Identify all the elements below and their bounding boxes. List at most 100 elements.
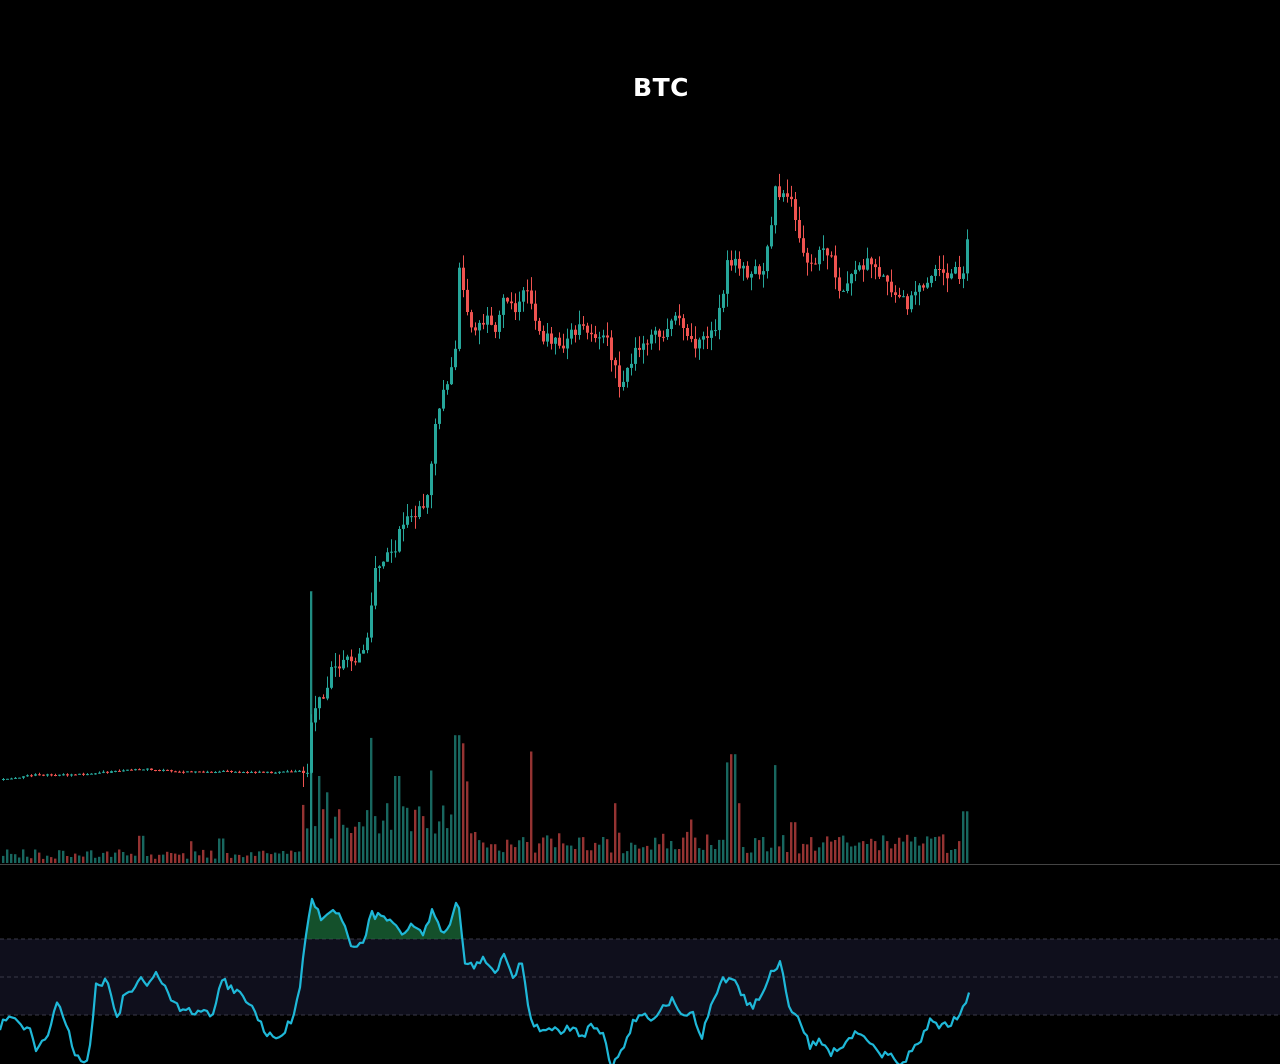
volume-bar bbox=[26, 856, 29, 863]
candle-body bbox=[346, 656, 349, 660]
candle-body bbox=[54, 775, 57, 776]
volume-bar bbox=[910, 841, 913, 863]
volume-bar bbox=[86, 851, 89, 863]
volume-bar bbox=[322, 809, 325, 863]
candle-body bbox=[906, 296, 909, 310]
volume-bar bbox=[626, 851, 629, 863]
candles bbox=[2, 173, 969, 787]
candle-body bbox=[730, 260, 733, 266]
volume-bar bbox=[286, 853, 289, 863]
volume-bar bbox=[546, 835, 549, 863]
volume-bar bbox=[890, 848, 893, 863]
candle-body bbox=[50, 774, 53, 776]
volume-bar bbox=[66, 856, 69, 863]
volume-bar bbox=[314, 826, 317, 863]
rsi-overbought-fill bbox=[366, 902, 462, 939]
candle-body bbox=[770, 225, 773, 247]
volume-bar bbox=[38, 852, 41, 863]
volume-bar bbox=[534, 852, 537, 863]
candle-body bbox=[382, 561, 385, 567]
candle-body bbox=[490, 315, 493, 325]
candle-body bbox=[686, 328, 689, 336]
volume-bar bbox=[354, 826, 357, 863]
candle-body bbox=[542, 331, 545, 342]
volume-bar bbox=[330, 838, 333, 863]
volume-bar bbox=[266, 853, 269, 863]
volume-bar bbox=[202, 849, 205, 863]
volume-bar bbox=[218, 838, 221, 863]
rsi-line bbox=[0, 897, 971, 1064]
volume-bar bbox=[190, 841, 193, 863]
candle-body bbox=[182, 771, 185, 773]
candle-body bbox=[142, 769, 145, 771]
volume-bar bbox=[462, 743, 465, 863]
candle-body bbox=[650, 334, 653, 344]
candle-body bbox=[2, 779, 5, 780]
volume-bar bbox=[130, 853, 133, 863]
candle-body bbox=[338, 666, 341, 669]
candle-body bbox=[262, 771, 265, 773]
candle-body bbox=[266, 771, 269, 773]
volume-bar bbox=[618, 832, 621, 863]
candle-body bbox=[682, 318, 685, 328]
candle-body bbox=[458, 267, 461, 349]
volume-bar bbox=[426, 828, 429, 863]
candle-body bbox=[330, 667, 333, 688]
volume-bar bbox=[82, 856, 85, 863]
candle-body bbox=[962, 273, 965, 279]
volume-bar bbox=[794, 822, 797, 863]
volume-bar bbox=[466, 781, 469, 863]
candle-body bbox=[322, 697, 325, 699]
candle-body bbox=[674, 315, 677, 321]
volume-bar bbox=[818, 847, 821, 863]
candle-body bbox=[386, 552, 389, 562]
candle-body bbox=[634, 347, 637, 364]
volume-bar bbox=[226, 853, 229, 863]
candle-body bbox=[438, 408, 441, 424]
volume-bar bbox=[730, 754, 733, 863]
volume-bar bbox=[306, 828, 309, 863]
candle-body bbox=[514, 303, 517, 313]
candle-body bbox=[826, 248, 829, 256]
volume-bar bbox=[738, 803, 741, 863]
candle-body bbox=[378, 566, 381, 568]
volume-bar bbox=[422, 816, 425, 863]
candle-body bbox=[602, 335, 605, 338]
volume-bar bbox=[922, 843, 925, 863]
candle-body bbox=[282, 771, 285, 773]
candle-body bbox=[926, 282, 929, 288]
volume-bar bbox=[494, 844, 497, 863]
candle-body bbox=[6, 778, 9, 780]
candle-body bbox=[886, 275, 889, 282]
volume-bar bbox=[846, 842, 849, 863]
volume-bar bbox=[194, 851, 197, 863]
candle-body bbox=[766, 246, 769, 272]
candle-body bbox=[822, 248, 825, 250]
volume-bar bbox=[634, 844, 637, 863]
candle-body bbox=[302, 770, 305, 773]
candle-body bbox=[366, 637, 369, 651]
volume-bar bbox=[126, 855, 129, 863]
candle-body bbox=[110, 771, 113, 773]
volume-bar bbox=[2, 855, 5, 863]
candle-body bbox=[454, 348, 457, 368]
volume-bar bbox=[338, 809, 341, 863]
volume-bar bbox=[186, 858, 189, 863]
volume-bar bbox=[206, 857, 209, 863]
candle-body bbox=[930, 276, 933, 283]
volume-bar bbox=[826, 836, 829, 863]
volume-bar bbox=[166, 851, 169, 863]
candle-body bbox=[298, 770, 301, 772]
volume-bar bbox=[514, 847, 517, 863]
candle-body bbox=[518, 301, 521, 312]
volume-bar bbox=[402, 806, 405, 863]
candle-body bbox=[258, 771, 261, 773]
candle-body bbox=[498, 314, 501, 332]
volume-bar bbox=[146, 856, 149, 863]
candle-body bbox=[578, 324, 581, 335]
volume-bar bbox=[430, 770, 433, 863]
candle-body bbox=[726, 260, 729, 294]
volume-bar bbox=[686, 831, 689, 863]
volume-bar bbox=[258, 851, 261, 863]
volume-bar bbox=[802, 843, 805, 863]
